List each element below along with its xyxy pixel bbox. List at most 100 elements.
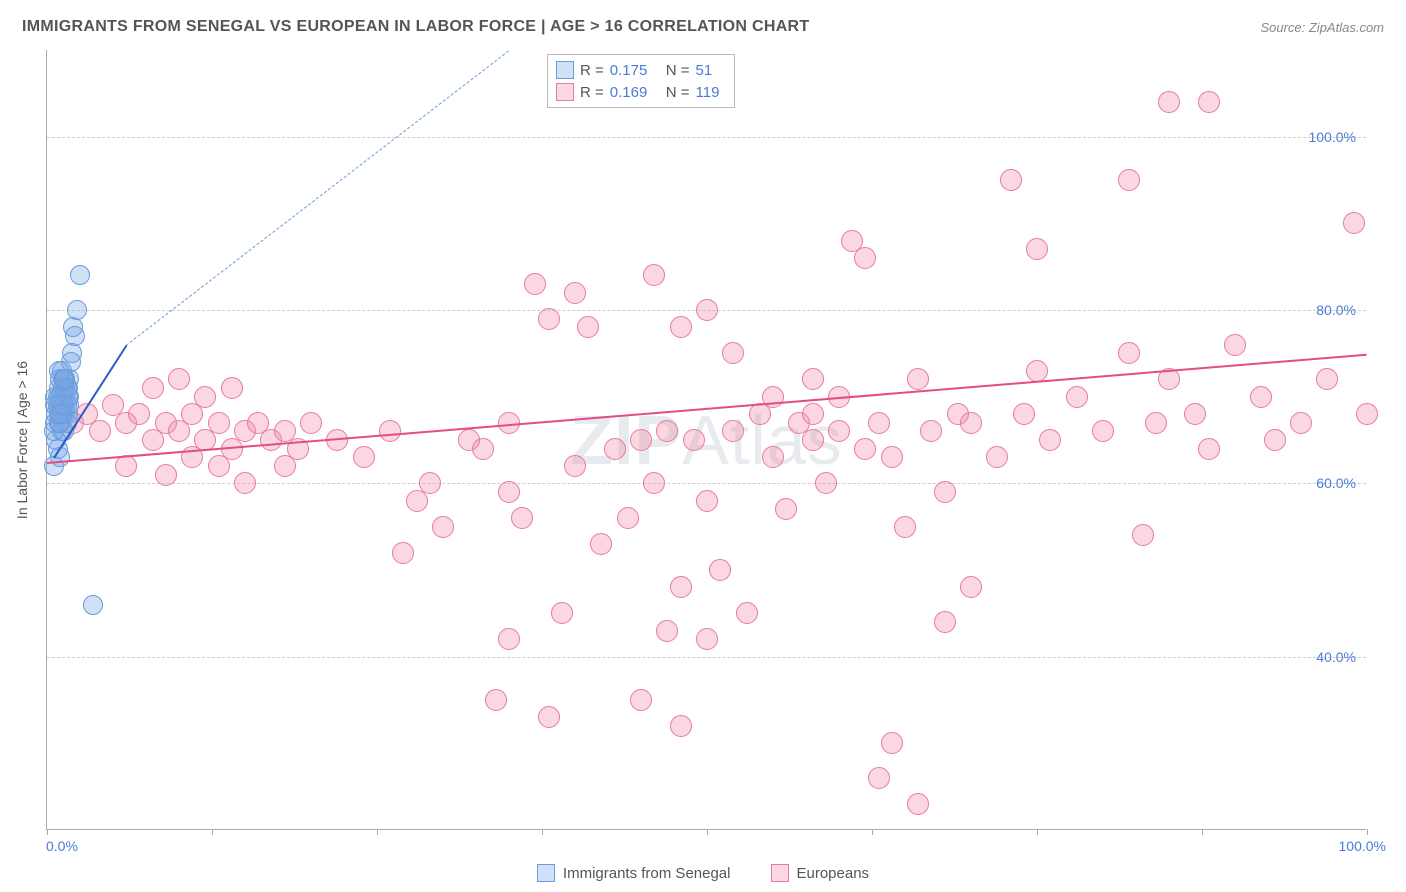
- x-tick-mark: [1367, 829, 1368, 835]
- x-axis-max-label: 100.0%: [1339, 838, 1386, 854]
- data-point-european: [1343, 212, 1365, 234]
- data-point-european: [485, 689, 507, 711]
- n-value-european: 119: [696, 84, 726, 101]
- gridline-h: [47, 657, 1366, 658]
- data-point-european: [907, 368, 929, 390]
- data-point-european: [604, 438, 626, 460]
- data-point-european: [802, 403, 824, 425]
- data-point-european: [868, 412, 890, 434]
- data-point-european: [1039, 429, 1061, 451]
- data-point-european: [115, 455, 137, 477]
- legend-swatch-european: [771, 864, 789, 882]
- n-label: N =: [666, 84, 690, 101]
- data-point-european: [1316, 368, 1338, 390]
- data-point-european: [1013, 403, 1035, 425]
- data-point-european: [234, 472, 256, 494]
- data-point-european: [1118, 169, 1140, 191]
- data-point-european: [854, 438, 876, 460]
- data-point-european: [630, 689, 652, 711]
- chart-title: IMMIGRANTS FROM SENEGAL VS EUROPEAN IN L…: [22, 18, 809, 36]
- data-point-european: [300, 412, 322, 434]
- x-tick-mark: [1037, 829, 1038, 835]
- stats-swatch-european: [556, 83, 574, 101]
- data-point-senegal: [45, 387, 65, 407]
- stats-swatch-senegal: [556, 61, 574, 79]
- source-label: Source: ZipAtlas.com: [1260, 20, 1384, 35]
- legend-swatch-senegal: [537, 864, 555, 882]
- data-point-european: [524, 273, 546, 295]
- data-point-european: [1132, 524, 1154, 546]
- legend-label-european: Europeans: [797, 865, 870, 882]
- data-point-european: [815, 472, 837, 494]
- x-tick-mark: [542, 829, 543, 835]
- data-point-european: [1066, 386, 1088, 408]
- data-point-european: [670, 715, 692, 737]
- stats-row-senegal: R =0.175N =51: [556, 59, 726, 81]
- n-label: N =: [666, 62, 690, 79]
- data-point-european: [934, 481, 956, 503]
- y-tick-label: 100.0%: [1309, 129, 1356, 145]
- data-point-european: [538, 706, 560, 728]
- data-point-european: [802, 368, 824, 390]
- data-point-european: [458, 429, 480, 451]
- data-point-european: [617, 507, 639, 529]
- trendline: [47, 353, 1367, 463]
- bottom-legend: Immigrants from Senegal Europeans: [0, 864, 1406, 882]
- data-point-european: [379, 420, 401, 442]
- data-point-european: [920, 420, 942, 442]
- data-point-senegal: [70, 265, 90, 285]
- data-point-european: [1250, 386, 1272, 408]
- legend-item-senegal: Immigrants from Senegal: [537, 864, 731, 882]
- data-point-european: [142, 377, 164, 399]
- data-point-european: [1145, 412, 1167, 434]
- x-tick-mark: [47, 829, 48, 835]
- data-point-european: [511, 507, 533, 529]
- data-point-european: [868, 767, 890, 789]
- data-point-european: [802, 429, 824, 451]
- x-axis-min-label: 0.0%: [46, 838, 78, 854]
- data-point-european: [577, 316, 599, 338]
- r-value-european: 0.169: [610, 84, 660, 101]
- data-point-european: [1118, 342, 1140, 364]
- data-point-european: [1290, 412, 1312, 434]
- x-tick-mark: [377, 829, 378, 835]
- trendline-extension: [126, 50, 509, 345]
- data-point-senegal: [67, 300, 87, 320]
- data-point-european: [564, 455, 586, 477]
- data-point-european: [1026, 360, 1048, 382]
- y-tick-label: 40.0%: [1316, 649, 1356, 665]
- y-tick-label: 60.0%: [1316, 475, 1356, 491]
- data-point-european: [1000, 169, 1022, 191]
- data-point-european: [208, 412, 230, 434]
- data-point-european: [1264, 429, 1286, 451]
- data-point-senegal: [61, 352, 81, 372]
- data-point-european: [854, 247, 876, 269]
- data-point-european: [1198, 438, 1220, 460]
- data-point-european: [392, 542, 414, 564]
- x-tick-mark: [707, 829, 708, 835]
- data-point-european: [986, 446, 1008, 468]
- r-label: R =: [580, 84, 604, 101]
- data-point-european: [590, 533, 612, 555]
- data-point-european: [155, 464, 177, 486]
- x-tick-mark: [872, 829, 873, 835]
- data-point-senegal: [65, 326, 85, 346]
- data-point-european: [683, 429, 705, 451]
- legend-label-senegal: Immigrants from Senegal: [563, 865, 731, 882]
- data-point-european: [1198, 91, 1220, 113]
- correlation-stats-box: R =0.175N =51R =0.169N =119: [547, 54, 735, 108]
- scatter-plot-area: ZIPAtlas R =0.175N =51R =0.169N =119 40.…: [46, 50, 1366, 830]
- data-point-senegal: [83, 595, 103, 615]
- data-point-european: [907, 793, 929, 815]
- data-point-european: [881, 446, 903, 468]
- data-point-european: [656, 420, 678, 442]
- data-point-european: [498, 481, 520, 503]
- data-point-european: [1184, 403, 1206, 425]
- data-point-european: [670, 576, 692, 598]
- r-value-senegal: 0.175: [610, 62, 660, 79]
- data-point-european: [934, 611, 956, 633]
- data-point-european: [736, 602, 758, 624]
- data-point-european: [656, 620, 678, 642]
- data-point-european: [274, 455, 296, 477]
- data-point-european: [696, 628, 718, 650]
